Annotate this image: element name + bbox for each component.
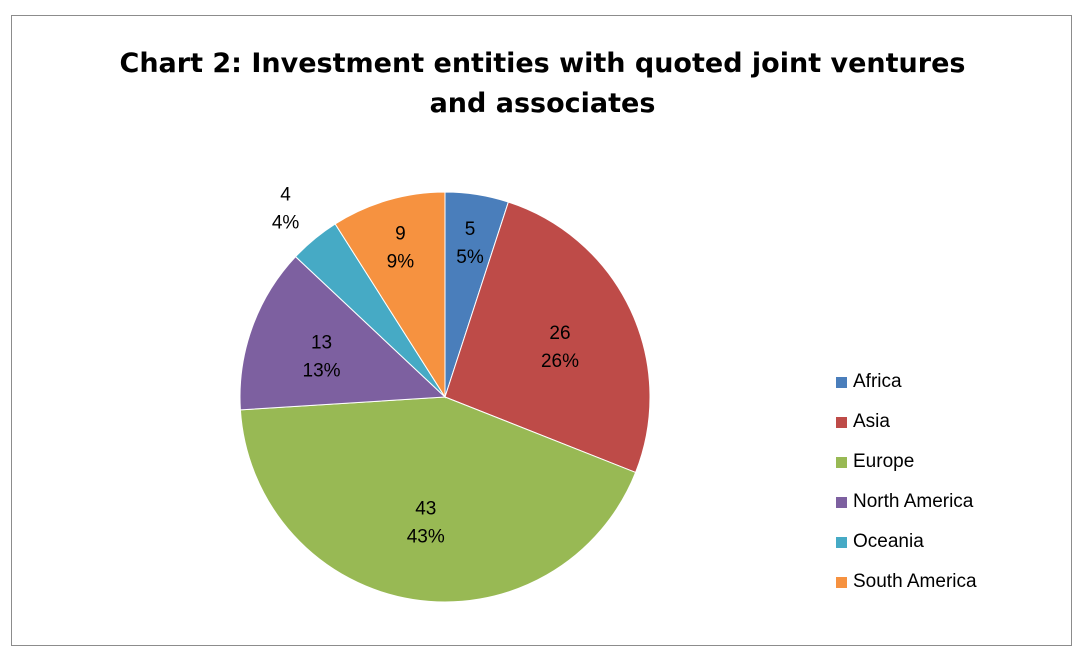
legend-label: Oceania: [853, 531, 924, 552]
pie-slice-asia: [444, 201, 651, 474]
data-label-percent: 9%: [387, 251, 415, 272]
data-label-value: 43: [415, 498, 436, 519]
legend-swatch: [836, 496, 847, 508]
legend-swatch: [836, 376, 847, 388]
data-label-value: 9: [395, 223, 406, 244]
legend-item: Oceania: [836, 522, 977, 562]
legend-swatch: [836, 416, 847, 428]
pie-slice-south-america: [334, 191, 446, 399]
legend-label: Asia: [853, 411, 890, 432]
data-label-percent: 5%: [456, 247, 484, 268]
legend-label: Africa: [853, 371, 902, 392]
data-label-percent: 13%: [303, 361, 341, 382]
legend-swatch: [836, 456, 847, 468]
legend-label: Europe: [853, 451, 915, 472]
chart-legend: Africa Asia Europe North America Oceania Sout…: [836, 362, 977, 602]
data-label-value: 13: [311, 333, 332, 354]
legend-item: South America: [836, 562, 977, 602]
data-label-percent: 26%: [541, 351, 579, 372]
legend-item: North America: [836, 482, 977, 522]
legend-item: Africa: [836, 362, 977, 402]
chart-title-line-2: and associates: [429, 88, 656, 119]
legend-item: Europe: [836, 442, 977, 482]
legend-swatch: [836, 576, 847, 588]
pie-slice-north-america: [239, 255, 447, 411]
data-label-percent: 4%: [272, 212, 300, 233]
chart-title-line-1: Chart 2: Investment entities with quoted…: [119, 48, 966, 79]
data-label-percent: 43%: [407, 526, 445, 547]
data-label-value: 26: [549, 323, 570, 344]
pie-slice-europe: [239, 396, 637, 603]
data-label-value: 4: [280, 184, 291, 205]
data-label-value: 5: [465, 219, 476, 240]
legend-label: North America: [853, 491, 974, 512]
legend-label: South America: [853, 571, 977, 592]
chart-title: Chart 2: Investment entities with quoted…: [0, 44, 1085, 124]
legend-swatch: [836, 536, 847, 548]
legend-item: Asia: [836, 402, 977, 442]
